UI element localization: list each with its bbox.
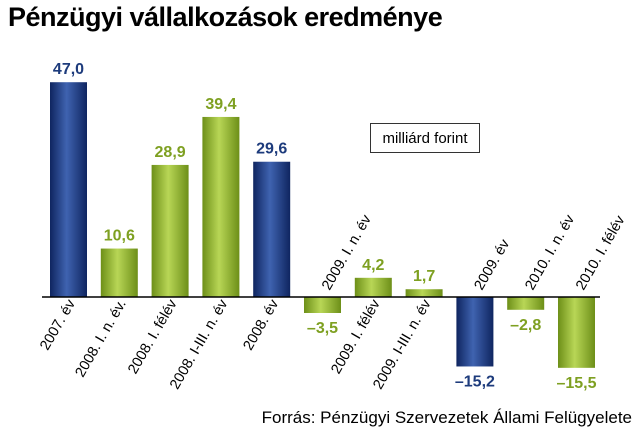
value-label-0: 47,0 (53, 61, 84, 78)
value-label-9: –2,8 (510, 317, 541, 334)
value-label-3: 39,4 (205, 96, 236, 113)
value-label-5: –3,5 (307, 320, 338, 337)
bars-group (50, 82, 595, 368)
bar-6 (354, 277, 392, 297)
chart-title: Pénzügyi vállalkozások eredménye (8, 2, 443, 32)
category-label-4: 2008. év (240, 296, 282, 353)
category-label-2: 2008. I. félév (125, 296, 181, 377)
value-label-7: 1,7 (413, 268, 435, 285)
bar-2 (151, 164, 189, 297)
category-label-9: 2010. I. n. év (522, 212, 578, 293)
bar-0 (50, 82, 87, 298)
value-label-1: 10,6 (104, 228, 135, 245)
bar-10 (558, 297, 595, 368)
value-label-10: –15,5 (556, 375, 596, 392)
unit-label-box: milliárd forint (370, 123, 480, 153)
value-label-4: 29,6 (256, 141, 287, 158)
value-labels-group: 47,0 10,6 28,9 39,4 29,6 –3,5 4,2 1,7 –15,2 –2,8 –… (53, 61, 597, 392)
category-label-8: 2009. év (472, 236, 514, 293)
bar-5 (304, 297, 341, 313)
category-label-10: 2010. I. félév (573, 212, 629, 293)
bar-4 (253, 161, 291, 297)
value-label-8: –15,2 (455, 373, 495, 390)
category-label-0: 2007. év (37, 296, 79, 353)
category-label-1: 2008. I. n. év. (73, 297, 130, 380)
bar-8 (456, 297, 494, 367)
value-label-6: 4,2 (362, 257, 384, 274)
value-label-2: 28,9 (155, 144, 186, 161)
bar-3 (202, 116, 240, 297)
bar-1 (100, 248, 138, 297)
bar-9 (507, 297, 545, 310)
source-note: Forrás: Pénzügyi Szervezetek Állami Felü… (261, 408, 632, 427)
bar-7 (405, 289, 443, 297)
